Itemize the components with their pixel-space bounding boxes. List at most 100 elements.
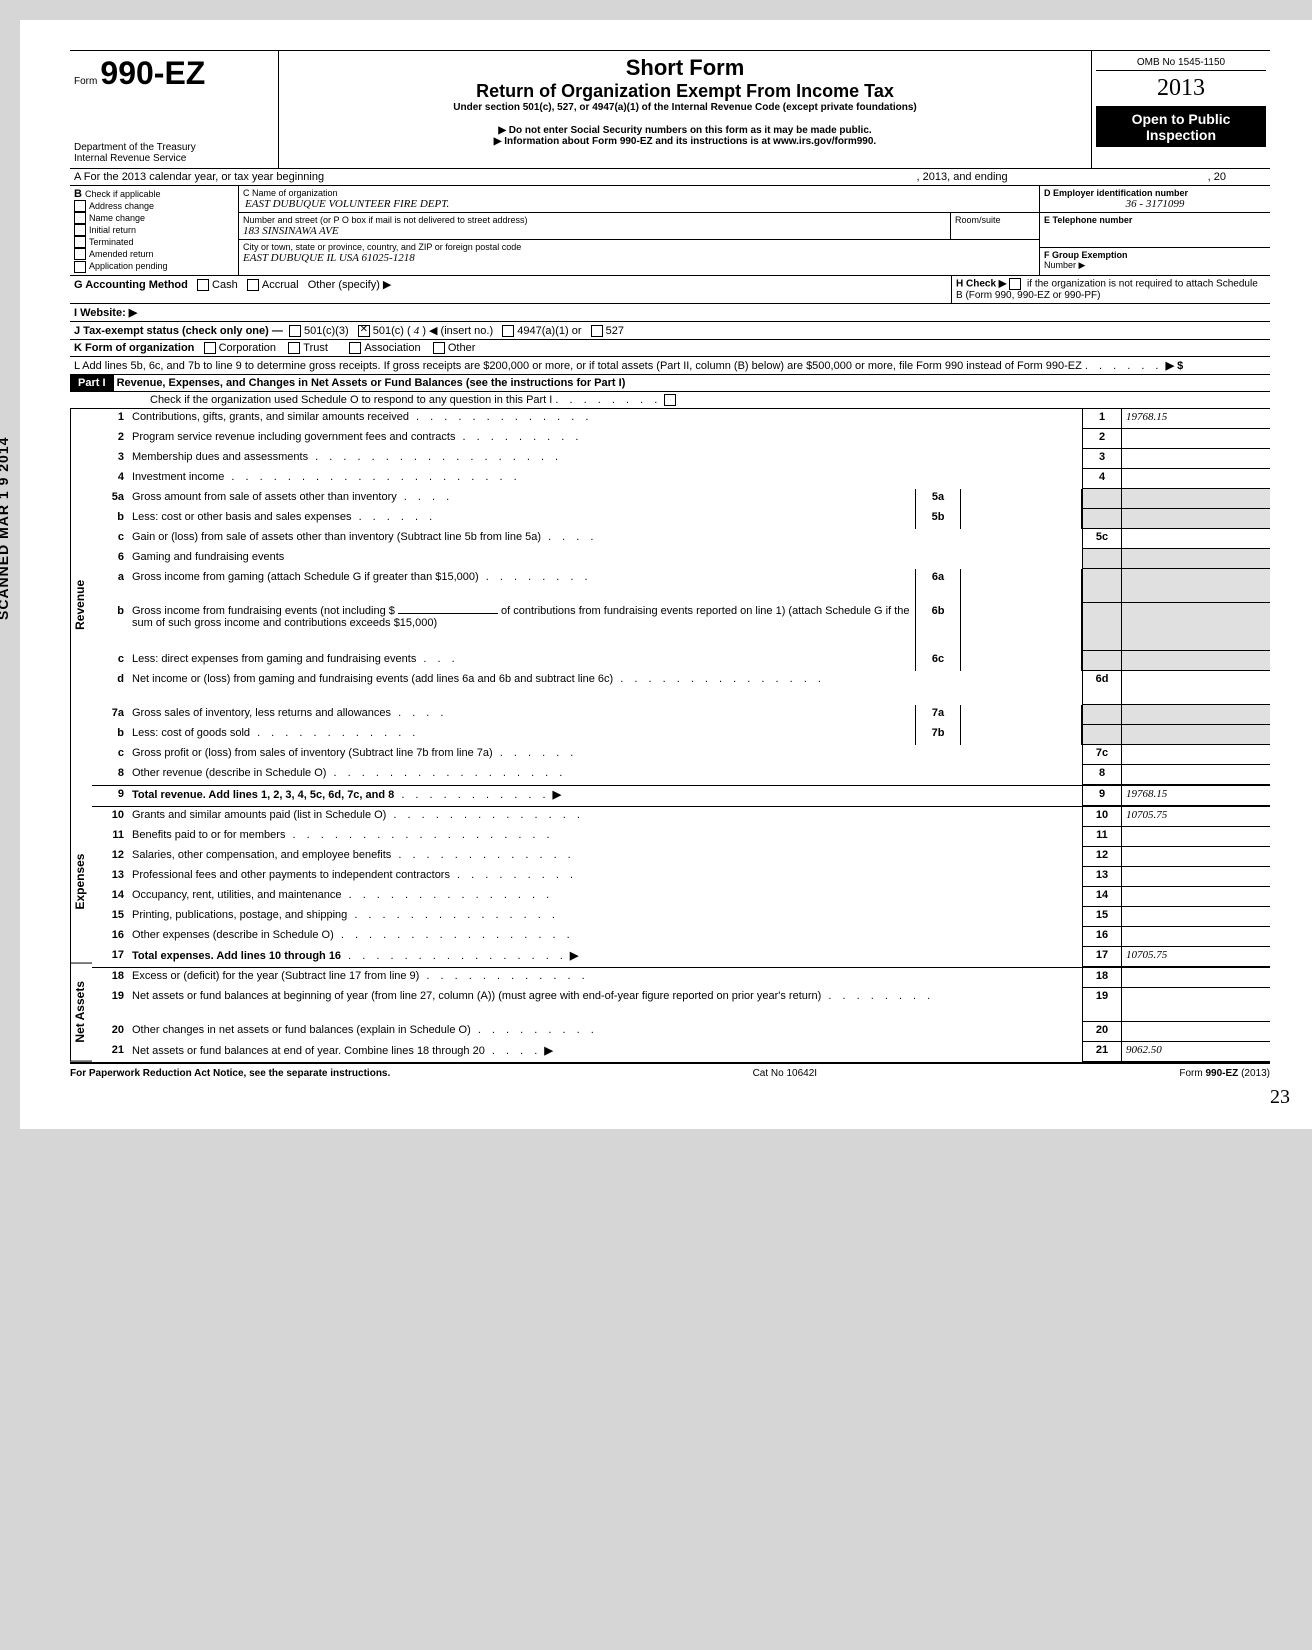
j-opt2: 501(c) (: [373, 325, 411, 337]
checkbox-accrual[interactable]: [247, 279, 259, 291]
checkbox-assoc[interactable]: [349, 342, 361, 354]
line-6-desc: Gaming and fundraising events: [132, 551, 284, 563]
checkbox-501c[interactable]: [358, 325, 370, 337]
line-2-desc: Program service revenue including govern…: [132, 431, 455, 443]
line-21-val: 9062.50: [1122, 1042, 1270, 1062]
checkbox-corp[interactable]: [204, 342, 216, 354]
line-9-val: 19768.15: [1122, 786, 1270, 806]
form-page: SCANNED MAR 1 9 2014 Form 990-EZ Departm…: [20, 20, 1312, 1129]
checkbox-pending[interactable]: [74, 261, 86, 273]
line-9: 9 Total revenue. Add lines 1, 2, 3, 4, 5…: [92, 785, 1270, 806]
section-h: H Check ▶ if the organization is not req…: [952, 276, 1270, 303]
omb-number: OMB No 1545-1150: [1096, 55, 1266, 71]
line-7b-sub: 7b: [915, 725, 961, 745]
line-18: 18Excess or (deficit) for the year (Subt…: [92, 967, 1270, 988]
section-a-end: , 20: [1208, 171, 1226, 183]
k-assoc: Association: [364, 342, 420, 354]
line-1: 1 Contributions, gifts, grants, and simi…: [92, 409, 1270, 429]
line-12: 12Salaries, other compensation, and empl…: [92, 847, 1270, 867]
sections-bcdef: B Check if applicable Address change Nam…: [70, 186, 1270, 276]
line-8: 8 Other revenue (describe in Schedule O)…: [92, 765, 1270, 785]
line-5c: c Gain or (loss) from sale of assets oth…: [92, 529, 1270, 549]
footer: For Paperwork Reduction Act Notice, see …: [70, 1064, 1270, 1079]
section-ij: I Website: ▶: [70, 304, 1270, 322]
line-14: 14Occupancy, rent, utilities, and mainte…: [92, 887, 1270, 907]
checkbox-4947[interactable]: [502, 325, 514, 337]
line-6c-sub: 6c: [915, 651, 961, 671]
line-15-desc: Printing, publications, postage, and shi…: [132, 909, 347, 921]
line-6b-mid: of contributions: [501, 605, 576, 617]
h-label: H Check ▶: [956, 278, 1006, 289]
line-3-desc: Membership dues and assessments: [132, 451, 308, 463]
city-value: EAST DUBUQUE IL USA 61025-1218: [243, 252, 1035, 264]
line-2: 2 Program service revenue including gove…: [92, 429, 1270, 449]
line-6a-desc: Gross income from gaming (attach Schedul…: [132, 571, 479, 583]
short-form-title: Short Form: [287, 55, 1083, 81]
section-j-row: J Tax-exempt status (check only one) — 5…: [70, 322, 1270, 340]
line-8-desc: Other revenue (describe in Schedule O): [132, 767, 326, 779]
expenses-label: Expenses: [70, 801, 92, 964]
line-6d: d Net income or (loss) from gaming and f…: [92, 671, 1270, 705]
checkbox-terminated[interactable]: [74, 236, 86, 248]
line-7a-sub: 7a: [915, 705, 961, 725]
line-18-desc: Excess or (deficit) for the year (Subtra…: [132, 970, 419, 982]
line-19: 19Net assets or fund balances at beginni…: [92, 988, 1270, 1022]
j-opt2-sub: ) ◀ (insert no.): [422, 325, 493, 337]
street-value: 183 SINSINAWA AVE: [243, 225, 946, 237]
k-trust: Trust: [303, 342, 328, 354]
line-7a-desc: Gross sales of inventory, less returns a…: [132, 707, 391, 719]
line-14-desc: Occupancy, rent, utilities, and maintena…: [132, 889, 342, 901]
b-label: B: [74, 188, 82, 200]
checkbox-501c3[interactable]: [289, 325, 301, 337]
open-public-text: Open to Public: [1100, 111, 1262, 127]
checkbox-527[interactable]: [591, 325, 603, 337]
checkbox-amended[interactable]: [74, 248, 86, 260]
line-5a: 5a Gross amount from sale of assets othe…: [92, 489, 1270, 509]
checkbox-address-change[interactable]: [74, 200, 86, 212]
f-sub: Number ▶: [1044, 260, 1266, 271]
checkbox-name-change[interactable]: [74, 212, 86, 224]
form-prefix: Form: [74, 76, 97, 87]
checkbox-cash[interactable]: [197, 279, 209, 291]
line-1-desc: Contributions, gifts, grants, and simila…: [132, 411, 409, 423]
form-header: Form 990-EZ Department of the Treasury I…: [70, 50, 1270, 169]
l-arrow: ▶ $: [1166, 360, 1184, 372]
line-6b-sub: 6b: [915, 603, 961, 651]
line-6d-desc: Net income or (loss) from gaming and fun…: [132, 673, 613, 685]
checkbox-initial-return[interactable]: [74, 224, 86, 236]
scanned-stamp: SCANNED MAR 1 9 2014: [0, 437, 11, 620]
line-17-val: 10705.75: [1122, 947, 1270, 967]
j-opt4: 527: [606, 325, 624, 337]
line-10: 10 Grants and similar amounts paid (list…: [92, 806, 1270, 827]
checkbox-other[interactable]: [433, 342, 445, 354]
line-4-desc: Investment income: [132, 471, 224, 483]
header-left: Form 990-EZ Department of the Treasury I…: [70, 51, 279, 168]
checkbox-trust[interactable]: [288, 342, 300, 354]
line-7b-desc: Less: cost of goods sold: [132, 727, 250, 739]
line-21: 21 Net assets or fund balances at end of…: [92, 1042, 1270, 1062]
g-label: G Accounting Method: [74, 279, 188, 291]
line-19-desc: Net assets or fund balances at beginning…: [132, 990, 821, 1002]
section-i: I Website: ▶: [70, 304, 1270, 321]
section-l-row: L Add lines 5b, 6c, and 7b to line 9 to …: [70, 357, 1270, 375]
j-opt1: 501(c)(3): [304, 325, 349, 337]
line-20-desc: Other changes in net assets or fund bala…: [132, 1024, 471, 1036]
line-10-desc: Grants and similar amounts paid (list in…: [132, 809, 386, 821]
cash-label: Cash: [212, 279, 238, 291]
subtitle: Under section 501(c), 527, or 4947(a)(1)…: [287, 102, 1083, 113]
netassets-label: Net Assets: [70, 963, 92, 1062]
line-5b-desc: Less: cost or other basis and sales expe…: [132, 511, 352, 523]
line-3: 3 Membership dues and assessments . . . …: [92, 449, 1270, 469]
lines-table: Revenue Expenses Net Assets 1 Contributi…: [70, 409, 1270, 1064]
other-label: Other (specify) ▶: [308, 279, 392, 291]
line-1-val: 19768.15: [1122, 409, 1270, 429]
note1: ▶ Do not enter Social Security numbers o…: [287, 125, 1083, 136]
line-13-desc: Professional fees and other payments to …: [132, 869, 450, 881]
checkbox-part1-sched-o[interactable]: [664, 394, 676, 406]
line-17: 17 Total expenses. Add lines 10 through …: [92, 947, 1270, 967]
dept-label: Department of the Treasury: [74, 142, 274, 153]
checkbox-sched-b[interactable]: [1009, 278, 1021, 290]
part1-label: Part I: [70, 375, 114, 391]
k-label: K Form of organization: [74, 342, 194, 354]
section-gh: G Accounting Method Cash Accrual Other (…: [70, 276, 1270, 304]
